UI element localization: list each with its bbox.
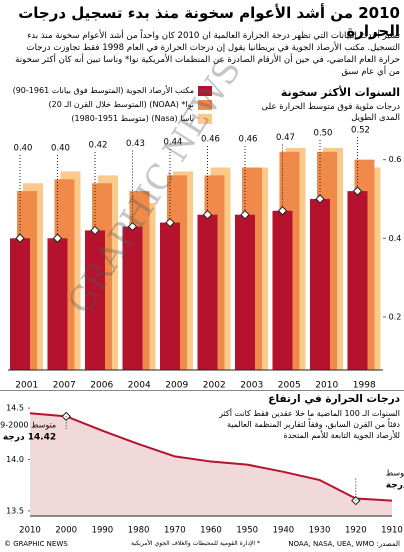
bar-title: السنوات الأكثر سخونة xyxy=(280,86,400,99)
marker xyxy=(165,217,175,228)
legend-label: مكتب الأرصاد الجوية (المتوسط فوق بيانات … xyxy=(12,86,194,95)
bar xyxy=(47,238,68,370)
marker xyxy=(52,233,63,243)
x-tick-label: 1920 xyxy=(345,526,367,536)
bar xyxy=(310,198,330,370)
x-tick-label: 2001 xyxy=(15,381,38,391)
legend-swatch xyxy=(198,114,212,124)
annotation-value: 13.60 درجة xyxy=(386,481,404,491)
value-label: 0.40 xyxy=(14,144,33,154)
area xyxy=(30,413,392,516)
title: 2010 من أشد الأعوام سخونة منذ بدء تسجيل … xyxy=(18,4,400,40)
y-tick-label: 0.6 xyxy=(389,155,402,164)
annotation-label: 1910-20 متوسط xyxy=(386,469,404,478)
x-tick-label: 2004 xyxy=(128,381,151,391)
x-tick-label: 2009 xyxy=(165,381,188,391)
x-tick-label: 2000 xyxy=(55,526,77,536)
y-tick-label: 14.0 xyxy=(6,455,24,464)
x-tick-label: 1960 xyxy=(200,526,222,536)
x-tick-label: 2010 xyxy=(315,381,338,391)
note: * الإدارة القومية للمحيطات والغلاف الجوي… xyxy=(130,540,260,547)
y-tick-label: 13.5 xyxy=(6,506,24,515)
value-label: 0.42 xyxy=(89,141,108,151)
x-tick-label: 1998 xyxy=(353,381,376,391)
value-label: 0.43 xyxy=(126,139,145,149)
x-tick-label: 1950 xyxy=(236,526,258,536)
value-label: 0.40 xyxy=(51,144,70,154)
source: المصدر: NOAA, NASA, UEA, WMO xyxy=(288,540,400,548)
x-tick-label: 2010 xyxy=(19,526,41,536)
value-label: 0.50 xyxy=(314,129,333,139)
legend-label: نوا* (NOAA) (المتوسط خلال القرن الـ 20) xyxy=(48,100,195,109)
legend-swatch xyxy=(198,86,212,96)
credit: © GRAPHIC NEWS xyxy=(4,540,68,548)
annotation-label: متوسط 2000-09 xyxy=(0,421,56,430)
bar xyxy=(197,214,218,370)
marker xyxy=(277,206,288,216)
marker xyxy=(127,221,138,232)
bar-chart: 0.6 0.4 0.2 0.40 0.40 0.42 0.43 0.44 0.46 0.46 0.4… xyxy=(8,126,402,391)
bar xyxy=(10,238,30,370)
x-tick-label: 1940 xyxy=(273,526,295,536)
marker xyxy=(240,209,250,220)
x-tick-label: 2005 xyxy=(278,381,301,391)
marker xyxy=(315,194,325,204)
y-tick-label: 14.5 xyxy=(6,404,24,413)
x-tick-label: 1980 xyxy=(128,526,150,536)
x-tick-label: 2006 xyxy=(90,381,113,391)
annotation-value: 14.42 درجة xyxy=(3,433,56,443)
value-label: 0.46 xyxy=(239,135,258,145)
bar xyxy=(122,226,143,370)
bar xyxy=(235,214,255,370)
divider xyxy=(0,390,404,391)
marker xyxy=(352,186,363,196)
legend-swatch xyxy=(198,100,212,110)
annotation-marker xyxy=(351,495,361,506)
y-tick-label: 0.4 xyxy=(389,234,402,243)
marker xyxy=(90,225,100,236)
x-tick-label: 2002 xyxy=(203,381,226,391)
x-tick-label: 1990 xyxy=(92,526,114,536)
marker xyxy=(202,209,213,220)
bar xyxy=(347,191,368,370)
y-tick-label: 0.2 xyxy=(389,312,402,321)
bar xyxy=(272,210,293,370)
value-label: 0.44 xyxy=(164,138,183,148)
bar xyxy=(85,230,105,370)
marker xyxy=(15,233,25,243)
line-chart: 14.5 14.0 13.5 2010 2000 1990 1980 1970 1960 1950… xyxy=(0,404,404,536)
intro: تشير أحدث البيانات التي تظهر درجة الحرار… xyxy=(15,31,400,77)
legend-label: ناسا (Nasa) (متوسط 1951-1980) xyxy=(71,114,194,123)
line xyxy=(29,412,393,502)
line-title: درجات الحرارة في ارتفاع xyxy=(268,393,400,405)
x-tick-label: 2007 xyxy=(53,381,76,391)
line-description: السنوات الـ 100 الماضية ما خلا عقدين فقط… xyxy=(219,409,400,440)
x-tick-label: 2003 xyxy=(240,381,263,391)
x-tick-label: 1930 xyxy=(309,526,331,536)
bar-subtitle: درجات مئوية فوق متوسط الحرارة على المدى … xyxy=(261,102,400,123)
x-tick-label: 1910 xyxy=(381,526,403,536)
x-tick-label: 1970 xyxy=(164,526,186,536)
value-label: 0.52 xyxy=(351,126,370,136)
value-label: 0.47 xyxy=(276,133,295,143)
value-label: 0.46 xyxy=(201,135,220,145)
bar xyxy=(160,222,180,370)
